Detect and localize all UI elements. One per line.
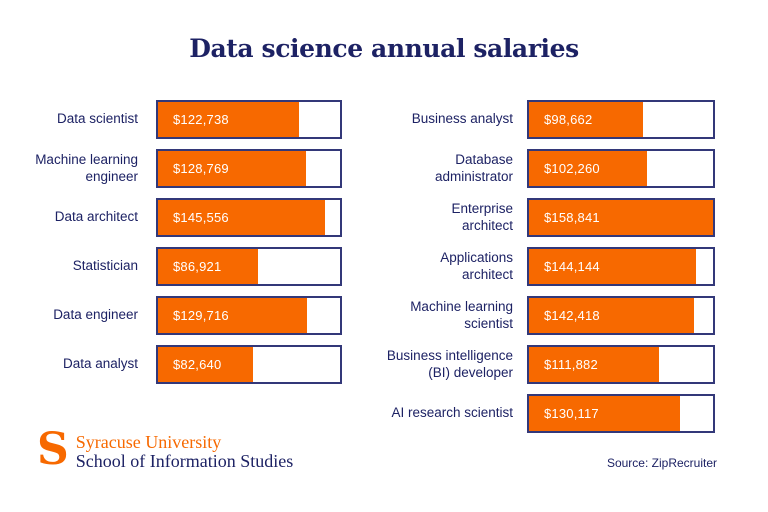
- bar-row: Data engineer $129,716: [30, 296, 342, 335]
- bar-category-label: Business analyst: [411, 111, 513, 127]
- bar-track: $98,662: [527, 100, 715, 139]
- bar-fill: [158, 249, 258, 284]
- bar-fill: [158, 298, 307, 333]
- bar-value-label: $158,841: [544, 210, 600, 225]
- bar-category-label: Data scientist: [56, 111, 138, 127]
- bar-fill: [158, 200, 325, 235]
- bar-category-label: AI research scientist: [391, 405, 513, 421]
- bar-category-label: Data architect: [54, 209, 138, 225]
- bar-value-label: $145,556: [173, 210, 229, 225]
- bar-fill: [529, 151, 648, 186]
- logo-school-name: School of Information Studies: [75, 451, 294, 471]
- bar-row: Enterprise architect $158,841: [370, 198, 715, 237]
- bar-value-label: $122,738: [173, 112, 229, 127]
- bar-value-label: $98,662: [544, 112, 593, 127]
- bar-track: $86,921: [156, 247, 342, 286]
- bar-row: Machine learning engineer $128,769: [30, 149, 342, 188]
- bar-category-label: Business intelligence (BI) developer: [386, 348, 513, 380]
- bar-category-label: Machine learning engineer: [35, 152, 138, 184]
- bar-track: $102,260: [527, 149, 715, 188]
- bar-row: Machine learning scientist $142,418: [370, 296, 715, 335]
- bar-category-label: Data engineer: [53, 307, 138, 323]
- bar-value-label: $82,640: [173, 357, 222, 372]
- bar-value-label: $144,144: [544, 259, 600, 274]
- bar-row: Business intelligence (BI) developer $111…: [370, 345, 715, 384]
- bar-fill: [158, 347, 253, 382]
- bar-row: AI research scientist $130,117: [370, 394, 715, 433]
- bar-track: $129,716: [156, 296, 342, 335]
- bar-row: Applications architect $144,144: [370, 247, 715, 286]
- bar-track: $128,769: [156, 149, 342, 188]
- logo-university-name: Syracuse University: [75, 432, 222, 452]
- bar-row: Data analyst $82,640: [30, 345, 342, 384]
- bar-track: $82,640: [156, 345, 342, 384]
- bar-category-label: Applications architect: [440, 250, 513, 282]
- bar-track: $130,117: [527, 394, 715, 433]
- bar-value-label: $111,882: [544, 357, 598, 372]
- bar-value-label: $102,260: [544, 161, 600, 176]
- bar-track: $122,738: [156, 100, 342, 139]
- bar-row: Statistician $86,921: [30, 247, 342, 286]
- bar-row: Database administrator $102,260: [370, 149, 715, 188]
- bar-category-label: Statistician: [72, 258, 138, 274]
- bar-fill: [529, 200, 713, 235]
- bar-value-label: $128,769: [173, 161, 229, 176]
- chart-title: Data science annual salaries: [189, 34, 579, 63]
- syracuse-logo: S Syracuse University School of Informat…: [37, 424, 293, 475]
- bar-fill: [529, 298, 694, 333]
- bar-fill: [529, 396, 680, 431]
- bar-fill: [158, 151, 306, 186]
- bar-fill: [158, 102, 299, 137]
- bar-column-left: Data scientist $122,738 Machine learning e…: [30, 100, 342, 394]
- bar-track: $158,841: [527, 198, 715, 237]
- bar-category-label: Data analyst: [62, 356, 138, 372]
- source-credit: Source: ZipRecruiter: [606, 456, 717, 470]
- bar-fill: [529, 347, 659, 382]
- bar-value-label: $142,418: [544, 308, 600, 323]
- bar-value-label: $130,117: [544, 406, 599, 421]
- bar-row: Data architect $145,556: [30, 198, 342, 237]
- bar-track: $111,882: [527, 345, 715, 384]
- logo-text-block: Syracuse University School of Informatio…: [76, 433, 293, 471]
- syracuse-block-s-icon: S: [37, 424, 69, 475]
- bar-row: Data scientist $122,738: [30, 100, 342, 139]
- bar-row: Business analyst $98,662: [370, 100, 715, 139]
- bar-category-label: Machine learning scientist: [410, 299, 513, 331]
- bar-track: $144,144: [527, 247, 715, 286]
- bar-fill: [529, 102, 644, 137]
- bar-fill: [529, 249, 696, 284]
- bar-column-right: Business analyst $98,662 Database administ…: [370, 100, 715, 443]
- bar-category-label: Enterprise architect: [451, 201, 513, 233]
- bar-track: $145,556: [156, 198, 342, 237]
- bar-value-label: $129,716: [173, 308, 229, 323]
- bar-value-label: $86,921: [173, 259, 222, 274]
- bar-category-label: Database administrator: [434, 152, 513, 184]
- bar-track: $142,418: [527, 296, 715, 335]
